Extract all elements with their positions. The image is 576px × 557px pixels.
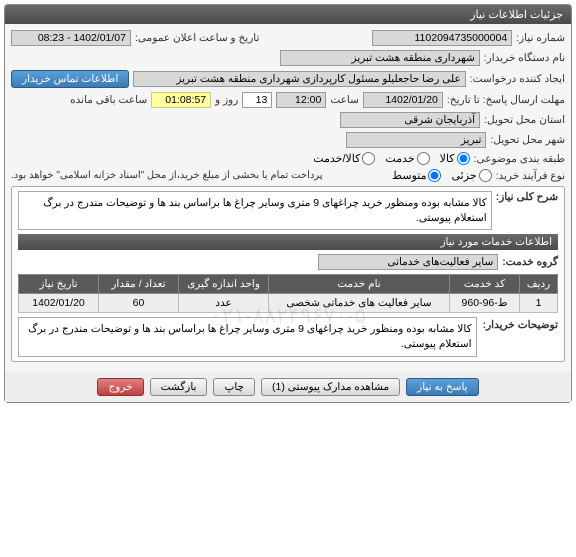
exit-button[interactable]: خروج — [97, 378, 143, 396]
print-button[interactable]: چاپ — [213, 378, 255, 396]
services-section-header: اطلاعات خدمات مورد نیاز — [18, 234, 558, 250]
radio-service-label: خدمت — [385, 152, 414, 165]
td-code: ط-96-960 — [450, 294, 520, 313]
deadline-hour-value: 12:00 — [276, 92, 326, 108]
panel-body: شماره نیاز: 1102094735000004 تاریخ و ساع… — [5, 24, 571, 372]
radio-goods-service-input[interactable] — [362, 152, 375, 165]
radio-service-input[interactable] — [417, 152, 430, 165]
row-buyer-org: نام دستگاه خریدار: شهرداری منطقه هشت تبر… — [11, 50, 565, 66]
view-docs-button[interactable]: مشاهده مدارک پیوستی (1) — [261, 378, 400, 396]
row-province: استان محل تحویل: آذربایجان شرقی — [11, 112, 565, 128]
radio-partial-input[interactable] — [479, 169, 492, 182]
th-code: کد خدمت — [450, 275, 520, 294]
th-date: تاریخ نیاز — [19, 275, 99, 294]
buyer-org-value: شهرداری منطقه هشت تبریز — [280, 50, 480, 66]
row-process-type: نوع فرآیند خرید: جزئی متوسط پرداخت تمام … — [11, 169, 565, 182]
city-label: شهر محل تحویل: — [490, 134, 565, 146]
radio-medium[interactable]: متوسط — [392, 169, 442, 182]
th-unit: واحد اندازه گیری — [179, 275, 269, 294]
row-need-number: شماره نیاز: 1102094735000004 تاریخ و ساع… — [11, 30, 565, 46]
requester-value: علی رضا حاجعلیلو مسئول کارپردازی شهرداری… — [133, 71, 465, 87]
radio-goods-label: کالا — [440, 152, 455, 165]
row-requester: ایجاد کننده درخواست: علی رضا حاجعلیلو مس… — [11, 70, 565, 88]
table-row[interactable]: 1 ط-96-960 سایر فعالیت های خدماتی شخصی ع… — [19, 294, 558, 313]
inner-content-box: شرح کلی نیاز: کالا مشابه بوده ومنظور خری… — [11, 186, 565, 362]
requester-label: ایجاد کننده درخواست: — [470, 73, 565, 85]
table-head: ردیف کد خدمت نام خدمت واحد اندازه گیری ت… — [19, 275, 558, 294]
radio-medium-label: متوسط — [392, 169, 427, 182]
radio-partial[interactable]: جزئی — [451, 169, 491, 182]
need-number-value: 1102094735000004 — [372, 30, 512, 46]
process-type-radios: جزئی متوسط — [392, 169, 492, 182]
services-table: ردیف کد خدمت نام خدمت واحد اندازه گیری ت… — [18, 274, 558, 313]
th-qty: تعداد / مقدار — [99, 275, 179, 294]
city-value: تبریز — [346, 132, 486, 148]
buyer-notes-label: توضیحات خریدار: — [483, 317, 558, 331]
td-name: سایر فعالیت های خدماتی شخصی — [269, 294, 450, 313]
public-datetime-label: تاریخ و ساعت اعلان عمومی: — [135, 32, 259, 44]
subject-class-label: طبقه بندی موضوعی: — [474, 153, 565, 165]
row-deadline: مهلت ارسال پاسخ: تا تاریخ: 1402/01/20 سا… — [11, 92, 565, 108]
th-row: ردیف — [520, 275, 558, 294]
row-service-group: گروه خدمت: سایر فعالیت‌های خدماتی — [18, 254, 558, 270]
radio-goods-input[interactable] — [457, 152, 470, 165]
need-number-label: شماره نیاز: — [516, 32, 565, 44]
general-desc-label: شرح کلی نیاز: — [496, 191, 558, 203]
hour-label-1: ساعت — [330, 94, 359, 106]
process-type-label: نوع فرآیند خرید: — [496, 170, 565, 182]
deadline-label: مهلت ارسال پاسخ: تا تاریخ: — [447, 94, 565, 106]
buyer-notes-value: کالا مشابه بوده ومنظور خرید چراغهای 9 مت… — [18, 317, 477, 356]
days-value: 13 — [242, 92, 272, 108]
public-datetime-value: 1402/01/07 - 08:23 — [11, 30, 131, 46]
radio-goods[interactable]: کالا — [440, 152, 470, 165]
province-value: آذربایجان شرقی — [340, 112, 480, 128]
td-qty: 60 — [99, 294, 179, 313]
th-name: نام خدمت — [269, 275, 450, 294]
contact-info-button[interactable]: اطلاعات تماس خریدار — [11, 70, 129, 88]
service-group-value: سایر فعالیت‌های خدماتی — [318, 254, 498, 270]
table-wrapper: ردیف کد خدمت نام خدمت واحد اندازه گیری ت… — [18, 274, 558, 356]
remaining-label: ساعت باقی مانده — [70, 94, 147, 106]
radio-goods-service[interactable]: کالا/خدمت — [313, 152, 375, 165]
province-label: استان محل تحویل: — [484, 114, 565, 126]
payment-note: پرداخت تمام یا بخشی از مبلغ خرید،از محل … — [11, 170, 323, 181]
td-row: 1 — [520, 294, 558, 313]
table-body: 1 ط-96-960 سایر فعالیت های خدماتی شخصی ع… — [19, 294, 558, 313]
respond-button[interactable]: پاسخ به نیاز — [406, 378, 478, 396]
td-date: 1402/01/20 — [19, 294, 99, 313]
radio-partial-label: جزئی — [451, 169, 476, 182]
radio-medium-input[interactable] — [428, 169, 441, 182]
row-subject-class: طبقه بندی موضوعی: کالا خدمت کالا/خدمت — [11, 152, 565, 165]
timer-value: 01:08:57 — [151, 92, 211, 108]
back-button[interactable]: بازگشت — [150, 378, 208, 396]
general-desc-value: کالا مشابه بوده ومنظور خرید چراغهای 9 مت… — [18, 191, 492, 230]
row-city: شهر محل تحویل: تبریز — [11, 132, 565, 148]
radio-goods-service-label: کالا/خدمت — [313, 152, 360, 165]
day-and-label: روز و — [215, 94, 238, 106]
panel-title: جزئیات اطلاعات نیاز — [5, 5, 571, 24]
radio-service[interactable]: خدمت — [385, 152, 429, 165]
service-group-label: گروه خدمت: — [502, 256, 558, 268]
subject-class-radios: کالا خدمت کالا/خدمت — [313, 152, 469, 165]
td-unit: عدد — [179, 294, 269, 313]
need-details-panel: جزئیات اطلاعات نیاز شماره نیاز: 11020947… — [4, 4, 572, 403]
footer-buttons: پاسخ به نیاز مشاهده مدارک پیوستی (1) چاپ… — [5, 372, 571, 402]
deadline-date-value: 1402/01/20 — [363, 92, 443, 108]
row-general-desc: شرح کلی نیاز: کالا مشابه بوده ومنظور خری… — [18, 191, 558, 230]
row-buyer-notes: توضیحات خریدار: کالا مشابه بوده ومنظور خ… — [18, 317, 558, 356]
buyer-org-label: نام دستگاه خریدار: — [484, 52, 565, 64]
